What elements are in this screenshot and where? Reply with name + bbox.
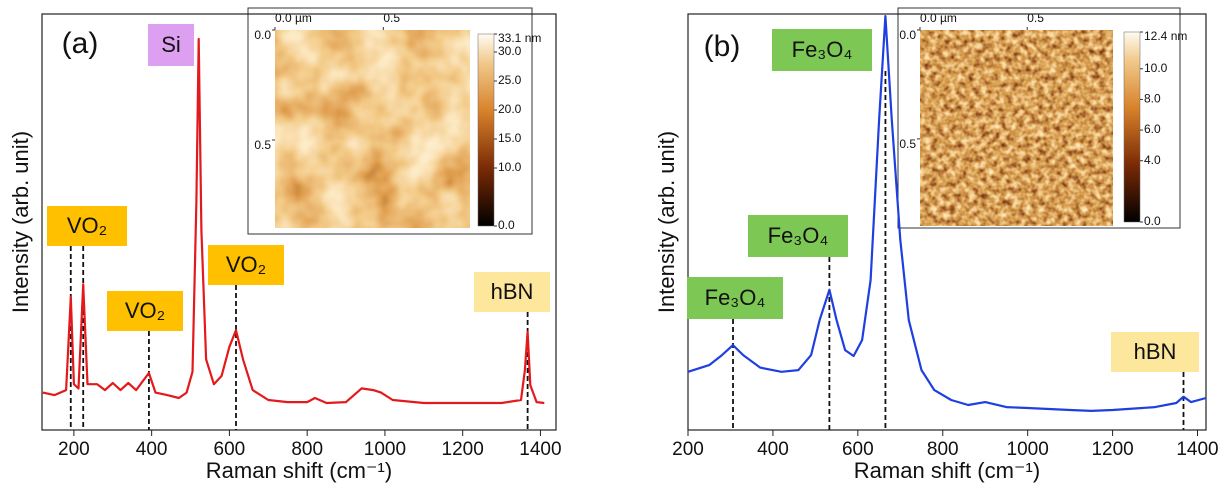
colorbar-tick-label: 25.0 bbox=[498, 73, 522, 87]
x-tick-label: 200 bbox=[672, 439, 704, 460]
x-tick-label: 400 bbox=[136, 439, 168, 460]
colorbar-tick-label: 33.1 nm bbox=[498, 31, 541, 45]
panel-label: (a) bbox=[62, 27, 99, 60]
inset-y-tick-label: 0.5 bbox=[899, 137, 916, 151]
colorbar-tick-label: 10.0 bbox=[498, 160, 522, 174]
peak-label: VO₂ bbox=[67, 213, 107, 238]
inset-y-tick-label: 0.5 bbox=[254, 138, 271, 152]
peak-label: hBN bbox=[491, 279, 534, 304]
inset-y-tick-label: 0.0 bbox=[899, 28, 916, 42]
inset-x-tick-label: 0.5 bbox=[1027, 11, 1044, 25]
inset-x-tick-label: 0.5 bbox=[383, 11, 400, 25]
colorbar-tick-label: 12.4 nm bbox=[1144, 29, 1187, 43]
peak-label: VO₂ bbox=[125, 298, 165, 323]
colorbar-tick-label: 15.0 bbox=[498, 131, 522, 145]
inset-y-tick-label: 0.0 bbox=[254, 28, 271, 42]
inset-x-tick-label: 0.0 µm bbox=[275, 11, 312, 25]
x-tick-label: 1400 bbox=[519, 439, 561, 460]
figure: 0.0 µm 0.5 0.0 0.5 0.0 10.0 15.0 20.0 25.0 30.033… bbox=[0, 0, 1223, 489]
x-axis-label: Raman shift (cm⁻¹) bbox=[206, 458, 392, 483]
colorbar bbox=[1124, 32, 1140, 222]
colorbar-tick-label: 30.0 bbox=[498, 44, 522, 58]
peak-label: hBN bbox=[1134, 339, 1177, 364]
colorbar bbox=[478, 34, 494, 226]
y-axis-label: Intensity (arb. unit) bbox=[8, 131, 33, 313]
colorbar-tick-label: 6.0 bbox=[1144, 122, 1161, 136]
peak-label: Si bbox=[161, 32, 181, 57]
y-axis-label: Intensity (arb. unit) bbox=[654, 131, 679, 313]
afm-image bbox=[920, 30, 1113, 226]
x-tick-label: 200 bbox=[58, 439, 90, 460]
peak-label: Fe₃O₄ bbox=[705, 285, 766, 310]
peak-label: VO₂ bbox=[226, 252, 266, 277]
peak-label: Fe₃O₄ bbox=[768, 223, 829, 248]
x-axis-label: Raman shift (cm⁻¹) bbox=[854, 458, 1040, 483]
panel-label: (b) bbox=[704, 30, 741, 63]
colorbar-tick-label: 0.0 bbox=[1144, 214, 1161, 228]
colorbar-tick-label: 8.0 bbox=[1144, 92, 1161, 106]
x-tick-label: 400 bbox=[757, 439, 789, 460]
colorbar-tick-label: 0.0 bbox=[498, 218, 515, 232]
afm-image bbox=[275, 30, 470, 228]
colorbar-tick-label: 4.0 bbox=[1144, 153, 1161, 167]
colorbar-tick-label: 10.0 bbox=[1144, 61, 1168, 75]
peak-label: Fe₃O₄ bbox=[792, 37, 853, 62]
inset-x-tick-label: 0.0 µm bbox=[920, 11, 957, 25]
x-tick-label: 1200 bbox=[442, 439, 484, 460]
x-tick-label: 1400 bbox=[1176, 439, 1218, 460]
x-tick-label: 1200 bbox=[1091, 439, 1133, 460]
colorbar-tick-label: 20.0 bbox=[498, 102, 522, 116]
